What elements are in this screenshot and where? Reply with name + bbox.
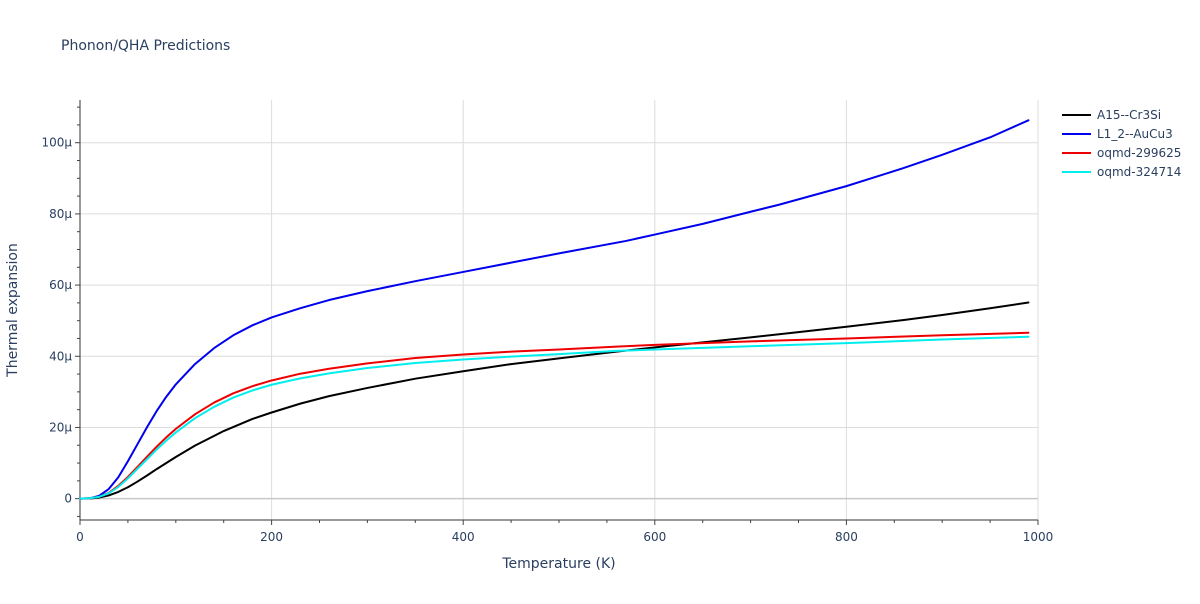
series-line-oqmd-299625[interactable] (79, 331, 1030, 500)
y-tick-label: 60µ (49, 278, 72, 292)
series-line-L1_2--AuCu3[interactable] (79, 119, 1030, 500)
legend-item[interactable]: oqmd-324714 (1062, 165, 1181, 179)
x-axis-title: Temperature (K) (501, 556, 615, 572)
grid (80, 100, 1039, 520)
y-tick-label: 40µ (49, 349, 72, 363)
legend: A15--Cr3Si L1_2--AuCu3 oqmd-299625 oqmd-324… (1062, 108, 1181, 179)
x-tick-label: 800 (835, 530, 858, 544)
legend-item[interactable]: L1_2--AuCu3 (1062, 127, 1173, 141)
plot-area[interactable] (79, 119, 1030, 500)
y-tick-label: 100µ (41, 136, 72, 150)
y-tick-label: 20µ (49, 420, 72, 434)
x-tick-label: 0 (76, 530, 84, 544)
legend-label: oqmd-324714 (1097, 165, 1181, 179)
y-tick-label: 80µ (49, 207, 72, 221)
legend-item[interactable]: A15--Cr3Si (1062, 108, 1161, 122)
x-tick-label: 400 (452, 530, 475, 544)
chart-title: Phonon/QHA Predictions (61, 38, 230, 54)
series-line-oqmd-324714[interactable] (79, 335, 1030, 500)
y-axis-title: Thermal expansion (5, 243, 21, 378)
legend-label: oqmd-299625 (1097, 146, 1181, 160)
y-tick-label: 0 (64, 492, 72, 506)
legend-label: L1_2--AuCu3 (1097, 127, 1173, 141)
legend-item[interactable]: oqmd-299625 (1062, 146, 1181, 160)
x-tick-label: 200 (260, 530, 283, 544)
legend-label: A15--Cr3Si (1097, 108, 1161, 122)
axes: 0 200 400 600 800 1000 0 20µ 40µ 60µ 80µ 100µ (41, 100, 1053, 544)
series-line-A15--Cr3Si[interactable] (79, 301, 1030, 500)
x-tick-label: 1000 (1023, 530, 1054, 544)
x-tick-label: 600 (643, 530, 666, 544)
